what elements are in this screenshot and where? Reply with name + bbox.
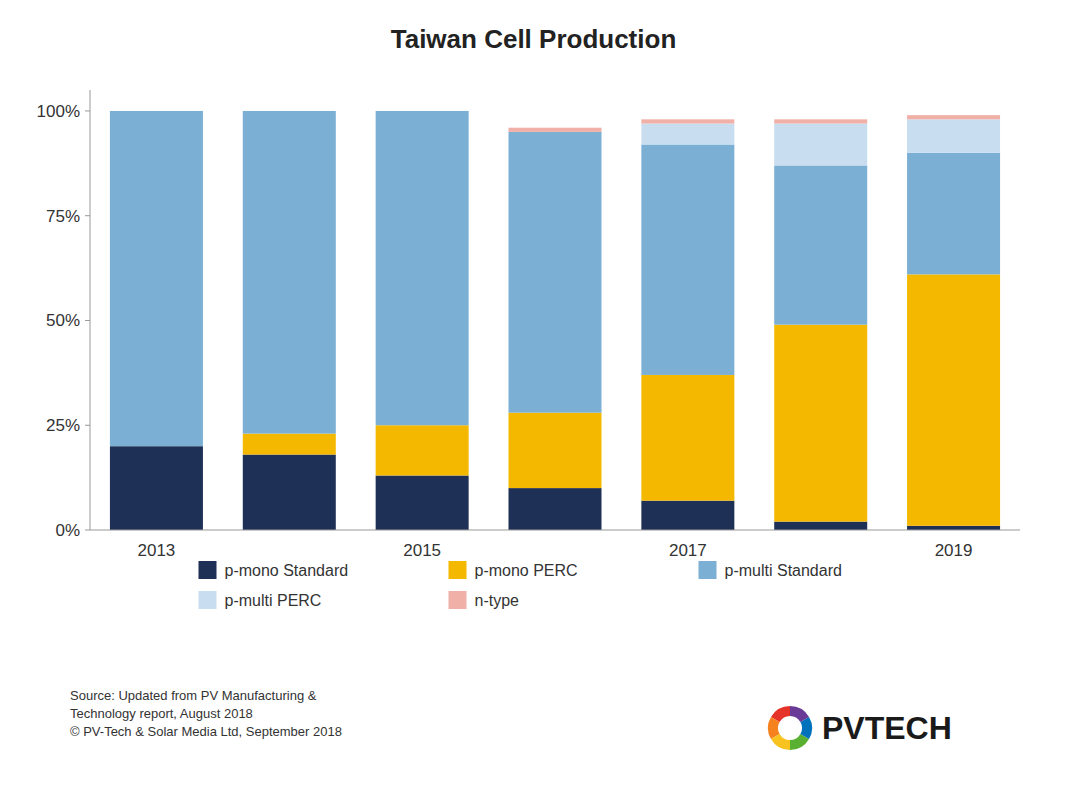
source-note: Source: Updated from PV Manufacturing &T… bbox=[70, 688, 342, 739]
bar-segment bbox=[509, 488, 602, 530]
bar-segment bbox=[907, 526, 1000, 530]
bar-segment bbox=[376, 476, 469, 530]
x-tick-label: 2017 bbox=[669, 541, 707, 560]
y-tick bbox=[85, 320, 90, 321]
bar-segment bbox=[243, 111, 336, 434]
y-axis-line bbox=[90, 90, 91, 530]
y-tick-label: 50% bbox=[46, 311, 80, 330]
legend-label: p-mono PERC bbox=[475, 562, 578, 579]
bar-segment bbox=[509, 132, 602, 413]
legend-swatch bbox=[449, 591, 467, 609]
x-tick-label: 2013 bbox=[138, 541, 176, 560]
legend-swatch bbox=[449, 561, 467, 579]
legend: p-mono Standard p-mono PERC p-multi Standa… bbox=[199, 561, 842, 609]
bar-segment bbox=[243, 110, 336, 111]
logo-segment bbox=[790, 706, 809, 722]
bar-segment bbox=[641, 375, 734, 501]
bar-segment bbox=[774, 325, 867, 522]
bars bbox=[110, 111, 1000, 530]
legend-swatch bbox=[199, 591, 217, 609]
bar-segment bbox=[509, 128, 602, 132]
legend-label: n-type bbox=[475, 592, 520, 609]
legend-swatch bbox=[199, 561, 217, 579]
bar-segment bbox=[376, 111, 469, 425]
bar-segment bbox=[509, 413, 602, 488]
y-tick-label: 100% bbox=[37, 102, 80, 121]
legend-label: p-multi PERC bbox=[225, 592, 322, 609]
title: Taiwan Cell Production bbox=[391, 24, 677, 54]
y-tick-label: 75% bbox=[46, 207, 80, 226]
logo-segment bbox=[771, 734, 790, 750]
bar-segment bbox=[907, 115, 1000, 119]
bar-segment bbox=[110, 110, 203, 111]
x-tick-label: 2019 bbox=[935, 541, 973, 560]
legend-swatch bbox=[699, 561, 717, 579]
y-tick bbox=[85, 530, 90, 531]
x-axis-line bbox=[90, 530, 1020, 531]
x-tick-label: 2015 bbox=[403, 541, 441, 560]
bar-segment bbox=[774, 522, 867, 530]
bar-segment bbox=[243, 110, 336, 111]
bar-segment bbox=[110, 446, 203, 530]
legend-label: p-mono Standard bbox=[225, 562, 349, 579]
logo-text: PVTECH bbox=[822, 710, 952, 746]
bar-segment bbox=[641, 144, 734, 374]
y-tick bbox=[85, 110, 90, 111]
bar-segment bbox=[774, 119, 867, 123]
bar-segment bbox=[376, 110, 469, 111]
bar-segment bbox=[774, 124, 867, 166]
chart: Taiwan Cell Production 0% 25% 50% 75% 100% 201… bbox=[0, 0, 1067, 800]
bar-segment bbox=[641, 124, 734, 145]
bar-segment bbox=[110, 110, 203, 111]
y-tick bbox=[85, 215, 90, 216]
bar-segment bbox=[907, 119, 1000, 153]
bar-segment bbox=[243, 434, 336, 455]
bar-segment bbox=[907, 153, 1000, 275]
bar-segment bbox=[641, 119, 734, 123]
logo-ring bbox=[768, 706, 812, 750]
bar-segment bbox=[376, 425, 469, 475]
legend-label: p-multi Standard bbox=[725, 562, 842, 579]
bar-segment bbox=[243, 455, 336, 530]
bar-segment bbox=[907, 274, 1000, 525]
y-tick-label: 25% bbox=[46, 416, 80, 435]
y-tick bbox=[85, 425, 90, 426]
y-tick-label: 0% bbox=[55, 521, 80, 540]
bar-segment bbox=[774, 165, 867, 324]
bar-segment bbox=[376, 110, 469, 111]
bar-segment bbox=[110, 111, 203, 446]
bar-segment bbox=[641, 501, 734, 530]
